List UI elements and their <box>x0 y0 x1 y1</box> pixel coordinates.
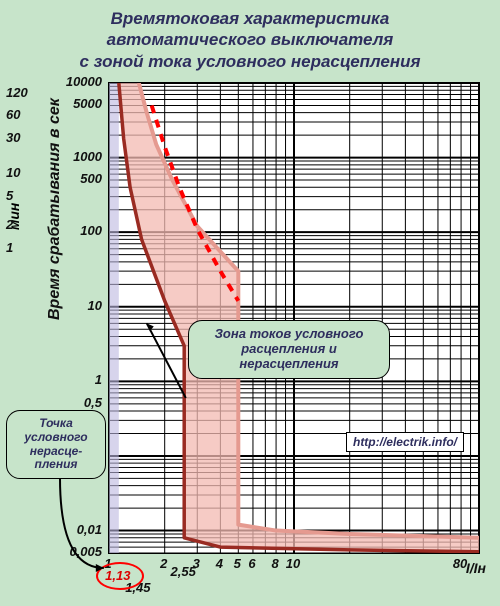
y-tick: 10 <box>52 298 102 313</box>
x-axis-label: I/Iн <box>466 560 486 576</box>
y-tick: 5000 <box>52 96 102 111</box>
y2-tick: 5 <box>6 188 46 203</box>
x-tick: 4 <box>216 556 223 571</box>
y2-tick: 2 <box>6 217 46 232</box>
chart-title: Времятоковая характеристика автоматическ… <box>0 0 500 76</box>
x-special-label: 2,55 <box>171 564 196 579</box>
curves <box>109 83 479 553</box>
y2-tick: 60 <box>6 107 46 122</box>
title-line: с зоной тока условного нерасцепления <box>79 52 420 71</box>
x-tick: 8 <box>271 556 278 571</box>
y-tick: 0,01 <box>52 522 102 537</box>
y-tick: 500 <box>52 171 102 186</box>
zone-annotation: Зона токов условного расцепления и нерас… <box>188 320 390 379</box>
y-axis-label: Время срабатывания в сек <box>46 98 64 320</box>
y-tick: 0,005 <box>52 544 102 559</box>
y2-tick: 120 <box>6 85 46 100</box>
y-tick: 1 <box>52 372 102 387</box>
source-link[interactable]: http://electrik.info/ <box>346 432 464 452</box>
x-tick: 2 <box>160 556 167 571</box>
y2-tick: 30 <box>6 130 46 145</box>
y-tick: 100 <box>52 223 102 238</box>
title-line: Времятоковая характеристика <box>111 9 390 28</box>
plot-area <box>108 82 480 554</box>
highlight-ellipse <box>96 562 144 590</box>
x-tick: 6 <box>248 556 255 571</box>
x-tick: 10 <box>286 556 300 571</box>
y-tick: 1000 <box>52 149 102 164</box>
x-tick: 5 <box>234 556 241 571</box>
x-tick: 80 <box>453 556 467 571</box>
y2-tick: 10 <box>6 165 46 180</box>
y2-tick: 1 <box>6 240 46 255</box>
title-line: автоматического выключателя <box>107 30 394 49</box>
y-tick: 0,5 <box>52 395 102 410</box>
y-tick: 10000 <box>52 74 102 89</box>
point-annotation: Точка условного нерасце- пления <box>6 410 106 479</box>
